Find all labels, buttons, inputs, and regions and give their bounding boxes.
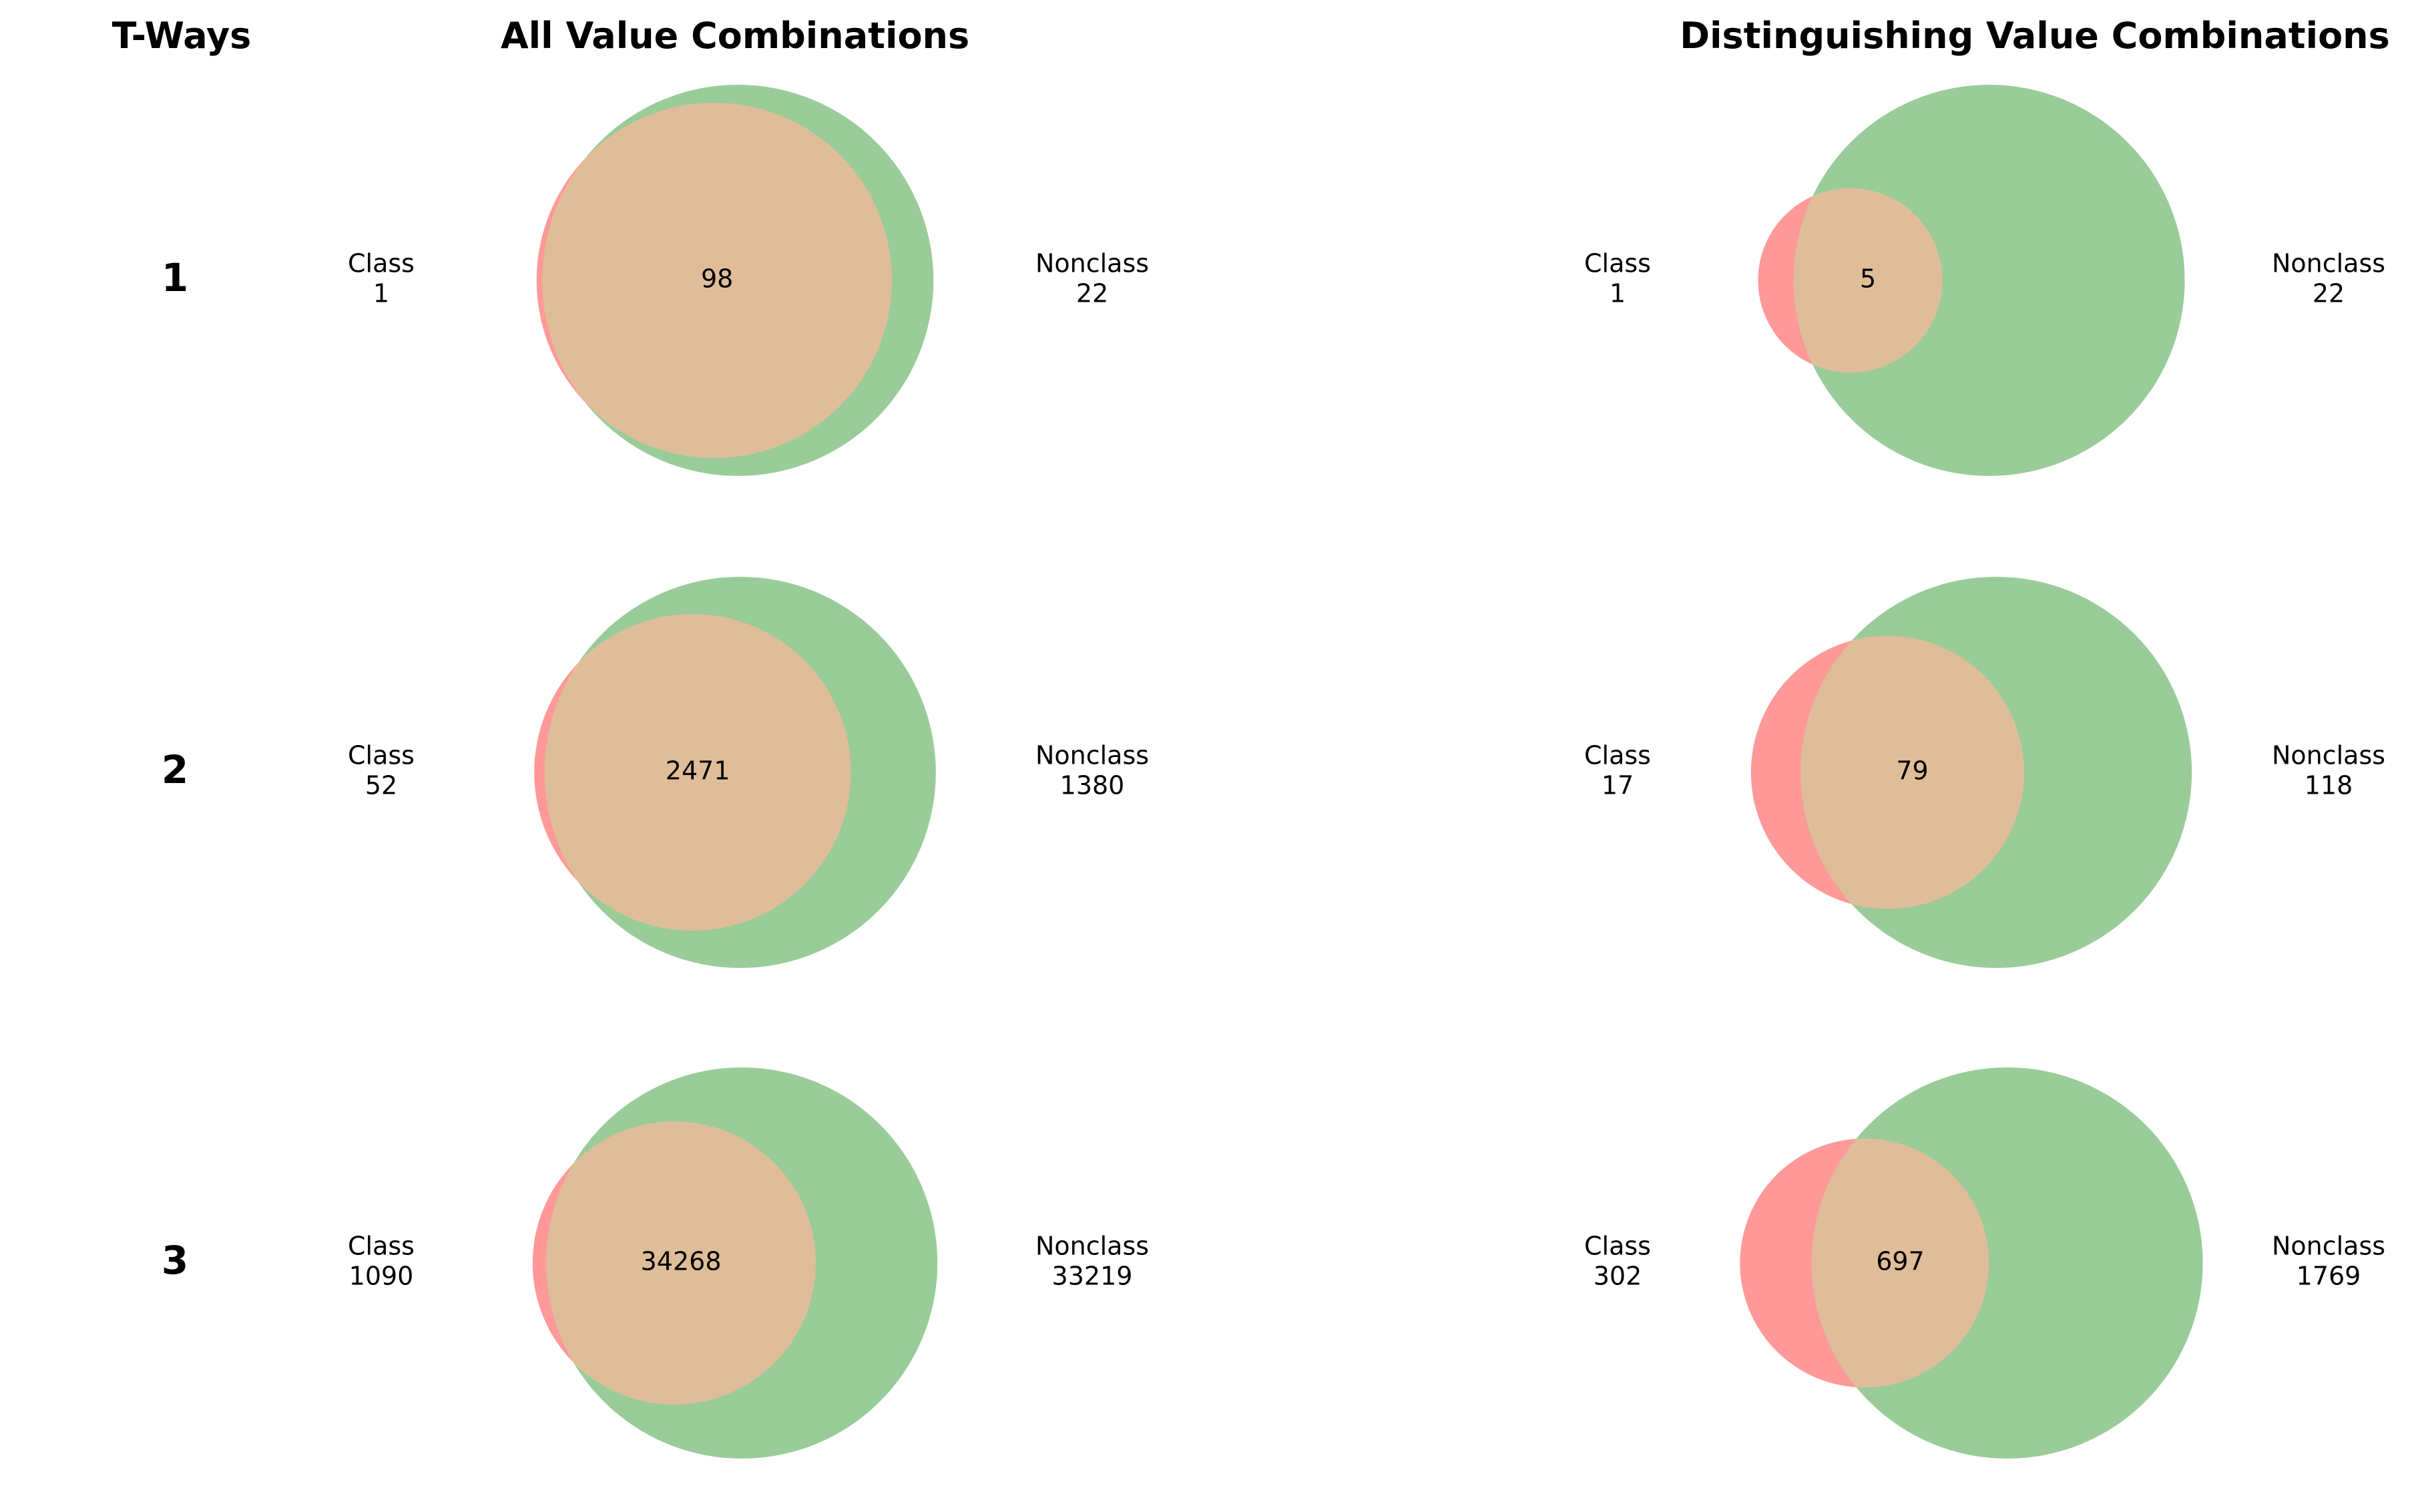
overlap-count: 98: [701, 264, 733, 294]
nonclass-count: 22: [2313, 279, 2345, 308]
nonclass-label: Nonclass: [2272, 741, 2385, 770]
class-label: Class: [348, 249, 415, 278]
overlap-region: [542, 102, 892, 459]
overlap-region: [1811, 1138, 1989, 1388]
class-count: 1: [373, 279, 389, 308]
overlap-count: 2471: [666, 756, 730, 786]
nonclass-circle: [1793, 85, 2185, 476]
class-label: Class: [1584, 741, 1651, 770]
tway-number: 2: [162, 747, 188, 792]
nonclass-count: 1769: [2297, 1262, 2361, 1291]
class-label: Class: [1584, 249, 1651, 278]
header-all-value-combinations: All Value Combinations: [501, 15, 969, 57]
class-label: Class: [348, 741, 415, 770]
nonclass-label: Nonclass: [1035, 741, 1149, 770]
overlap-region: [1800, 636, 2024, 909]
overlap-count: 34268: [641, 1247, 722, 1276]
class-count: 302: [1594, 1262, 1642, 1291]
header-tways: T-Ways: [112, 15, 252, 57]
class-count: 1: [1610, 279, 1626, 308]
nonclass-count: 33219: [1052, 1262, 1133, 1291]
nonclass-count: 118: [2305, 771, 2353, 800]
nonclass-label: Nonclass: [1035, 1232, 1149, 1261]
class-count: 52: [365, 771, 397, 800]
overlap-count: 697: [1876, 1247, 1925, 1276]
header-distinguishing-value-combinations: Distinguishing Value Combinations: [1680, 15, 2390, 57]
tway-number: 1: [162, 255, 188, 300]
class-label: Class: [1584, 1232, 1651, 1261]
overlap-count: 5: [1860, 264, 1876, 294]
nonclass-label: Nonclass: [2272, 1232, 2385, 1261]
class-label: Class: [348, 1232, 415, 1261]
nonclass-count: 1380: [1060, 771, 1125, 800]
overlap-region: [546, 1121, 816, 1405]
nonclass-label: Nonclass: [1035, 249, 1149, 278]
overlap-count: 79: [1896, 756, 1928, 786]
class-count: 1090: [349, 1262, 414, 1291]
nonclass-count: 22: [1076, 279, 1108, 308]
tway-number: 3: [162, 1238, 188, 1283]
class-count: 17: [1602, 771, 1634, 800]
nonclass-label: Nonclass: [2272, 249, 2385, 278]
